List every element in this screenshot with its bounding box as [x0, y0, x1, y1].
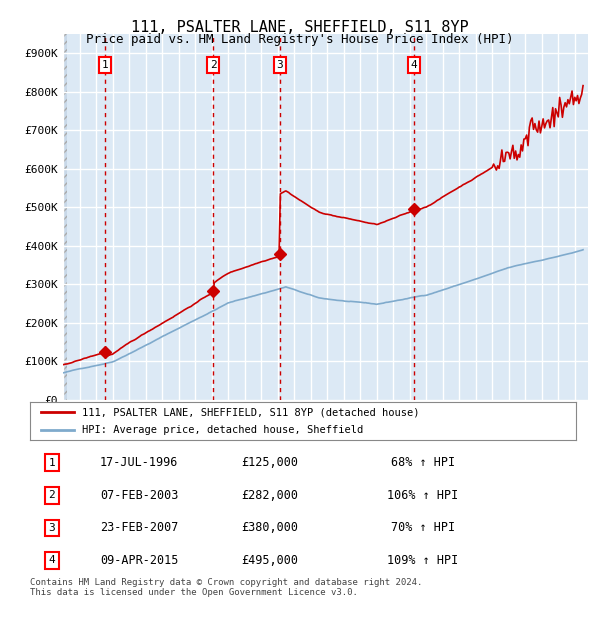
Text: HPI: Average price, detached house, Sheffield: HPI: Average price, detached house, Shef… [82, 425, 363, 435]
Text: 4: 4 [411, 60, 418, 70]
Text: 3: 3 [49, 523, 55, 533]
Text: £380,000: £380,000 [242, 521, 299, 534]
Text: £125,000: £125,000 [242, 456, 299, 469]
Text: 1: 1 [49, 458, 55, 468]
Text: 2: 2 [210, 60, 217, 70]
Bar [63, 34, 67, 400]
Text: £282,000: £282,000 [242, 489, 299, 502]
Text: 1: 1 [101, 60, 109, 70]
Text: 111, PSALTER LANE, SHEFFIELD, S11 8YP (detached house): 111, PSALTER LANE, SHEFFIELD, S11 8YP (d… [82, 407, 419, 417]
Text: 3: 3 [277, 60, 283, 70]
Text: 109% ↑ HPI: 109% ↑ HPI [388, 554, 459, 567]
Text: 2: 2 [49, 490, 55, 500]
Text: Contains HM Land Registry data © Crown copyright and database right 2024.
This d: Contains HM Land Registry data © Crown c… [30, 578, 422, 597]
Text: 70% ↑ HPI: 70% ↑ HPI [391, 521, 455, 534]
Text: 68% ↑ HPI: 68% ↑ HPI [391, 456, 455, 469]
Text: 07-FEB-2003: 07-FEB-2003 [100, 489, 178, 502]
Text: 17-JUL-1996: 17-JUL-1996 [100, 456, 178, 469]
Text: 4: 4 [49, 556, 55, 565]
Text: 09-APR-2015: 09-APR-2015 [100, 554, 178, 567]
Text: Price paid vs. HM Land Registry's House Price Index (HPI): Price paid vs. HM Land Registry's House … [86, 33, 514, 46]
Text: 23-FEB-2007: 23-FEB-2007 [100, 521, 178, 534]
Text: 106% ↑ HPI: 106% ↑ HPI [388, 489, 459, 502]
Text: £495,000: £495,000 [242, 554, 299, 567]
Text: 111, PSALTER LANE, SHEFFIELD, S11 8YP: 111, PSALTER LANE, SHEFFIELD, S11 8YP [131, 20, 469, 35]
